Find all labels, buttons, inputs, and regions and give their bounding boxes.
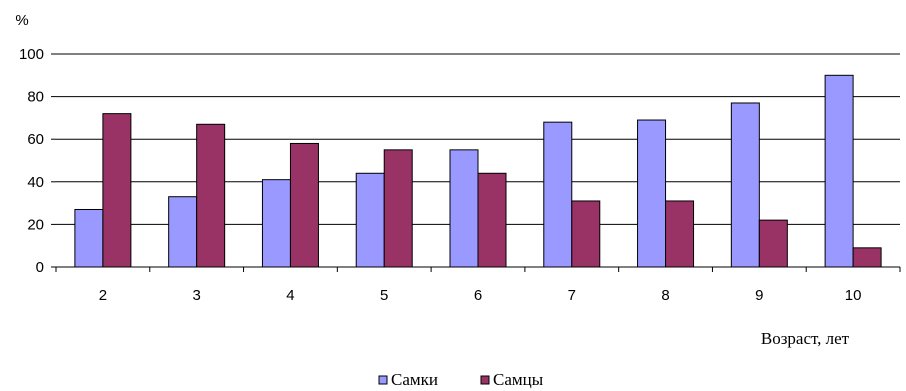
x-tick-label: 9 (755, 287, 763, 304)
bar-females-2 (74, 208, 104, 268)
bar-males-8 (665, 200, 695, 268)
bar-males-3 (196, 123, 226, 268)
legend-label-males: Самцы (493, 370, 544, 389)
legend-label-females: Самки (391, 370, 438, 389)
bar-males-2 (102, 113, 132, 268)
y-tick-label: 100 (19, 46, 44, 63)
bar-females-10 (824, 74, 854, 268)
bar-females-5 (355, 172, 385, 268)
x-tick-label: 5 (380, 287, 388, 304)
x-tick-label: 8 (661, 287, 669, 304)
y-tick-label: 40 (27, 174, 44, 191)
bar-males-10 (852, 247, 882, 268)
y-axis-ticks: 0 20 40 60 80 100 (19, 46, 56, 276)
x-tick-label: 6 (474, 287, 482, 304)
bar-males-4 (289, 142, 319, 268)
bar-females-4 (261, 179, 291, 268)
bar-females-3 (168, 196, 198, 268)
legend: Самки Самцы (378, 370, 544, 389)
bar-males-9 (758, 219, 788, 268)
bar-females-7 (543, 121, 573, 268)
x-axis-label: Возраст, лет (761, 329, 850, 348)
bar-females-8 (637, 119, 667, 268)
x-tick-label: 3 (192, 287, 200, 304)
x-axis-ticks: 2 3 4 5 6 7 8 9 10 (55, 267, 901, 304)
bars (74, 74, 882, 268)
x-tick-label: 7 (568, 287, 576, 304)
bar-males-5 (383, 149, 413, 268)
x-tick-label: 2 (99, 287, 107, 304)
y-axis-label: % (15, 12, 28, 29)
x-tick-label: 10 (845, 287, 862, 304)
legend-swatch-females (378, 375, 388, 385)
bar-females-9 (730, 102, 760, 268)
y-tick-label: 80 (27, 89, 44, 106)
bar-females-6 (449, 149, 479, 268)
x-tick-label: 4 (286, 287, 294, 304)
y-tick-label: 0 (36, 259, 44, 276)
bar-males-7 (571, 200, 601, 268)
y-tick-label: 60 (27, 131, 44, 148)
y-tick-label: 20 (27, 216, 44, 233)
legend-swatch-males (480, 375, 490, 385)
bar-males-6 (477, 172, 507, 268)
